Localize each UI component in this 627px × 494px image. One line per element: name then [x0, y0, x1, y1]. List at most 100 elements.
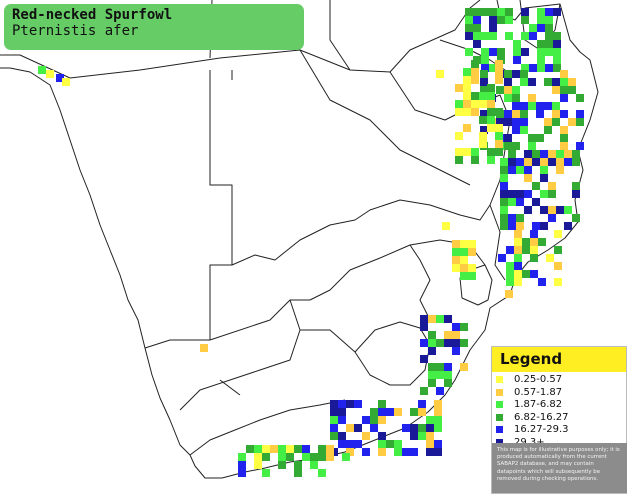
- occurrence-cell: [426, 432, 434, 440]
- occurrence-cell: [426, 448, 434, 456]
- occurrence-cell: [434, 424, 442, 432]
- occurrence-cell: [512, 94, 520, 102]
- legend-label: 6.82-16.27: [514, 411, 569, 423]
- occurrence-cell: [514, 230, 522, 238]
- occurrence-cell: [548, 190, 556, 198]
- occurrence-cell: [530, 246, 538, 254]
- occurrence-cell: [330, 416, 338, 424]
- occurrence-cell: [514, 246, 522, 254]
- occurrence-cell: [460, 272, 468, 280]
- occurrence-cell: [370, 416, 378, 424]
- occurrence-cell: [480, 70, 488, 78]
- occurrence-cell: [537, 24, 545, 32]
- occurrence-cell: [444, 363, 452, 371]
- occurrence-cell: [508, 158, 516, 166]
- occurrence-cell: [302, 453, 310, 461]
- occurrence-cell: [489, 32, 497, 40]
- occurrence-cell: [428, 379, 436, 387]
- occurrence-cell: [545, 32, 553, 40]
- occurrence-cell: [481, 56, 489, 64]
- occurrence-cell: [536, 134, 544, 142]
- occurrence-cell: [500, 198, 508, 206]
- occurrence-cell: [529, 32, 537, 40]
- occurrence-cell: [463, 100, 471, 108]
- occurrence-cell: [246, 445, 254, 453]
- occurrence-cell: [489, 24, 497, 32]
- occurrence-cell: [544, 118, 552, 126]
- occurrence-cell: [386, 440, 394, 448]
- occurrence-cell: [540, 150, 548, 158]
- occurrence-cell: [370, 408, 378, 416]
- occurrence-cell: [452, 323, 460, 331]
- occurrence-cell: [537, 40, 545, 48]
- occurrence-cell: [434, 416, 442, 424]
- occurrence-cell: [521, 16, 529, 24]
- occurrence-cell: [426, 424, 434, 432]
- occurrence-cell: [487, 124, 495, 132]
- occurrence-cell: [500, 166, 508, 174]
- occurrence-cell: [554, 262, 562, 270]
- occurrence-cell: [46, 70, 54, 78]
- occurrence-cell: [444, 379, 452, 387]
- occurrence-cell: [338, 400, 346, 408]
- occurrence-cell: [524, 166, 532, 174]
- occurrence-cell: [495, 108, 503, 116]
- occurrence-cell: [538, 278, 546, 286]
- occurrence-cell: [512, 142, 520, 150]
- occurrence-cell: [516, 222, 524, 230]
- occurrence-cell: [512, 118, 520, 126]
- occurrence-cell: [452, 256, 460, 264]
- occurrence-cell: [338, 408, 346, 416]
- occurrence-cell: [524, 190, 532, 198]
- occurrence-cell: [552, 86, 560, 94]
- occurrence-cell: [572, 214, 580, 222]
- occurrence-cell: [500, 222, 508, 230]
- occurrence-cell: [495, 76, 503, 84]
- occurrence-cell: [278, 453, 286, 461]
- occurrence-cell: [346, 440, 354, 448]
- occurrence-cell: [426, 440, 434, 448]
- occurrence-cell: [436, 70, 444, 78]
- occurrence-cell: [556, 158, 564, 166]
- occurrence-cell: [506, 270, 514, 278]
- occurrence-cell: [465, 48, 473, 56]
- occurrence-cell: [505, 32, 513, 40]
- occurrence-cell: [537, 56, 545, 64]
- occurrence-cell: [576, 118, 584, 126]
- sa-north-border: [209, 239, 486, 341]
- occurrence-cell: [560, 78, 568, 86]
- occurrence-cell: [520, 126, 528, 134]
- occurrence-cell: [444, 371, 452, 379]
- occurrence-cell: [520, 118, 528, 126]
- occurrence-cell: [428, 339, 436, 347]
- occurrence-cell: [538, 238, 546, 246]
- occurrence-cell: [468, 272, 476, 280]
- occurrence-cell: [568, 86, 576, 94]
- occurrence-cell: [455, 148, 463, 156]
- occurrence-cell: [528, 142, 536, 150]
- legend-swatch: [496, 388, 503, 396]
- occurrence-cell: [420, 315, 428, 323]
- occurrence-cell: [524, 158, 532, 166]
- occurrence-cell: [455, 100, 463, 108]
- occurrence-cell: [463, 108, 471, 116]
- occurrence-cell: [354, 440, 362, 448]
- occurrence-cell: [540, 158, 548, 166]
- occurrence-cell: [576, 142, 584, 150]
- occurrence-cell: [548, 150, 556, 158]
- occurrence-cell: [500, 158, 508, 166]
- occurrence-cell: [528, 102, 536, 110]
- occurrence-cell: [545, 16, 553, 24]
- occurrence-cell: [378, 440, 386, 448]
- occurrence-cell: [434, 448, 442, 456]
- occurrence-cell: [480, 126, 488, 134]
- occurrence-cell: [452, 264, 460, 272]
- occurrence-cell: [481, 32, 489, 40]
- occurrence-cell: [530, 230, 538, 238]
- occurrence-cell: [254, 461, 262, 469]
- sa-internal-line: [144, 299, 301, 411]
- occurrence-cell: [530, 254, 538, 262]
- occurrence-cell: [354, 424, 362, 432]
- occurrence-cell: [471, 148, 479, 156]
